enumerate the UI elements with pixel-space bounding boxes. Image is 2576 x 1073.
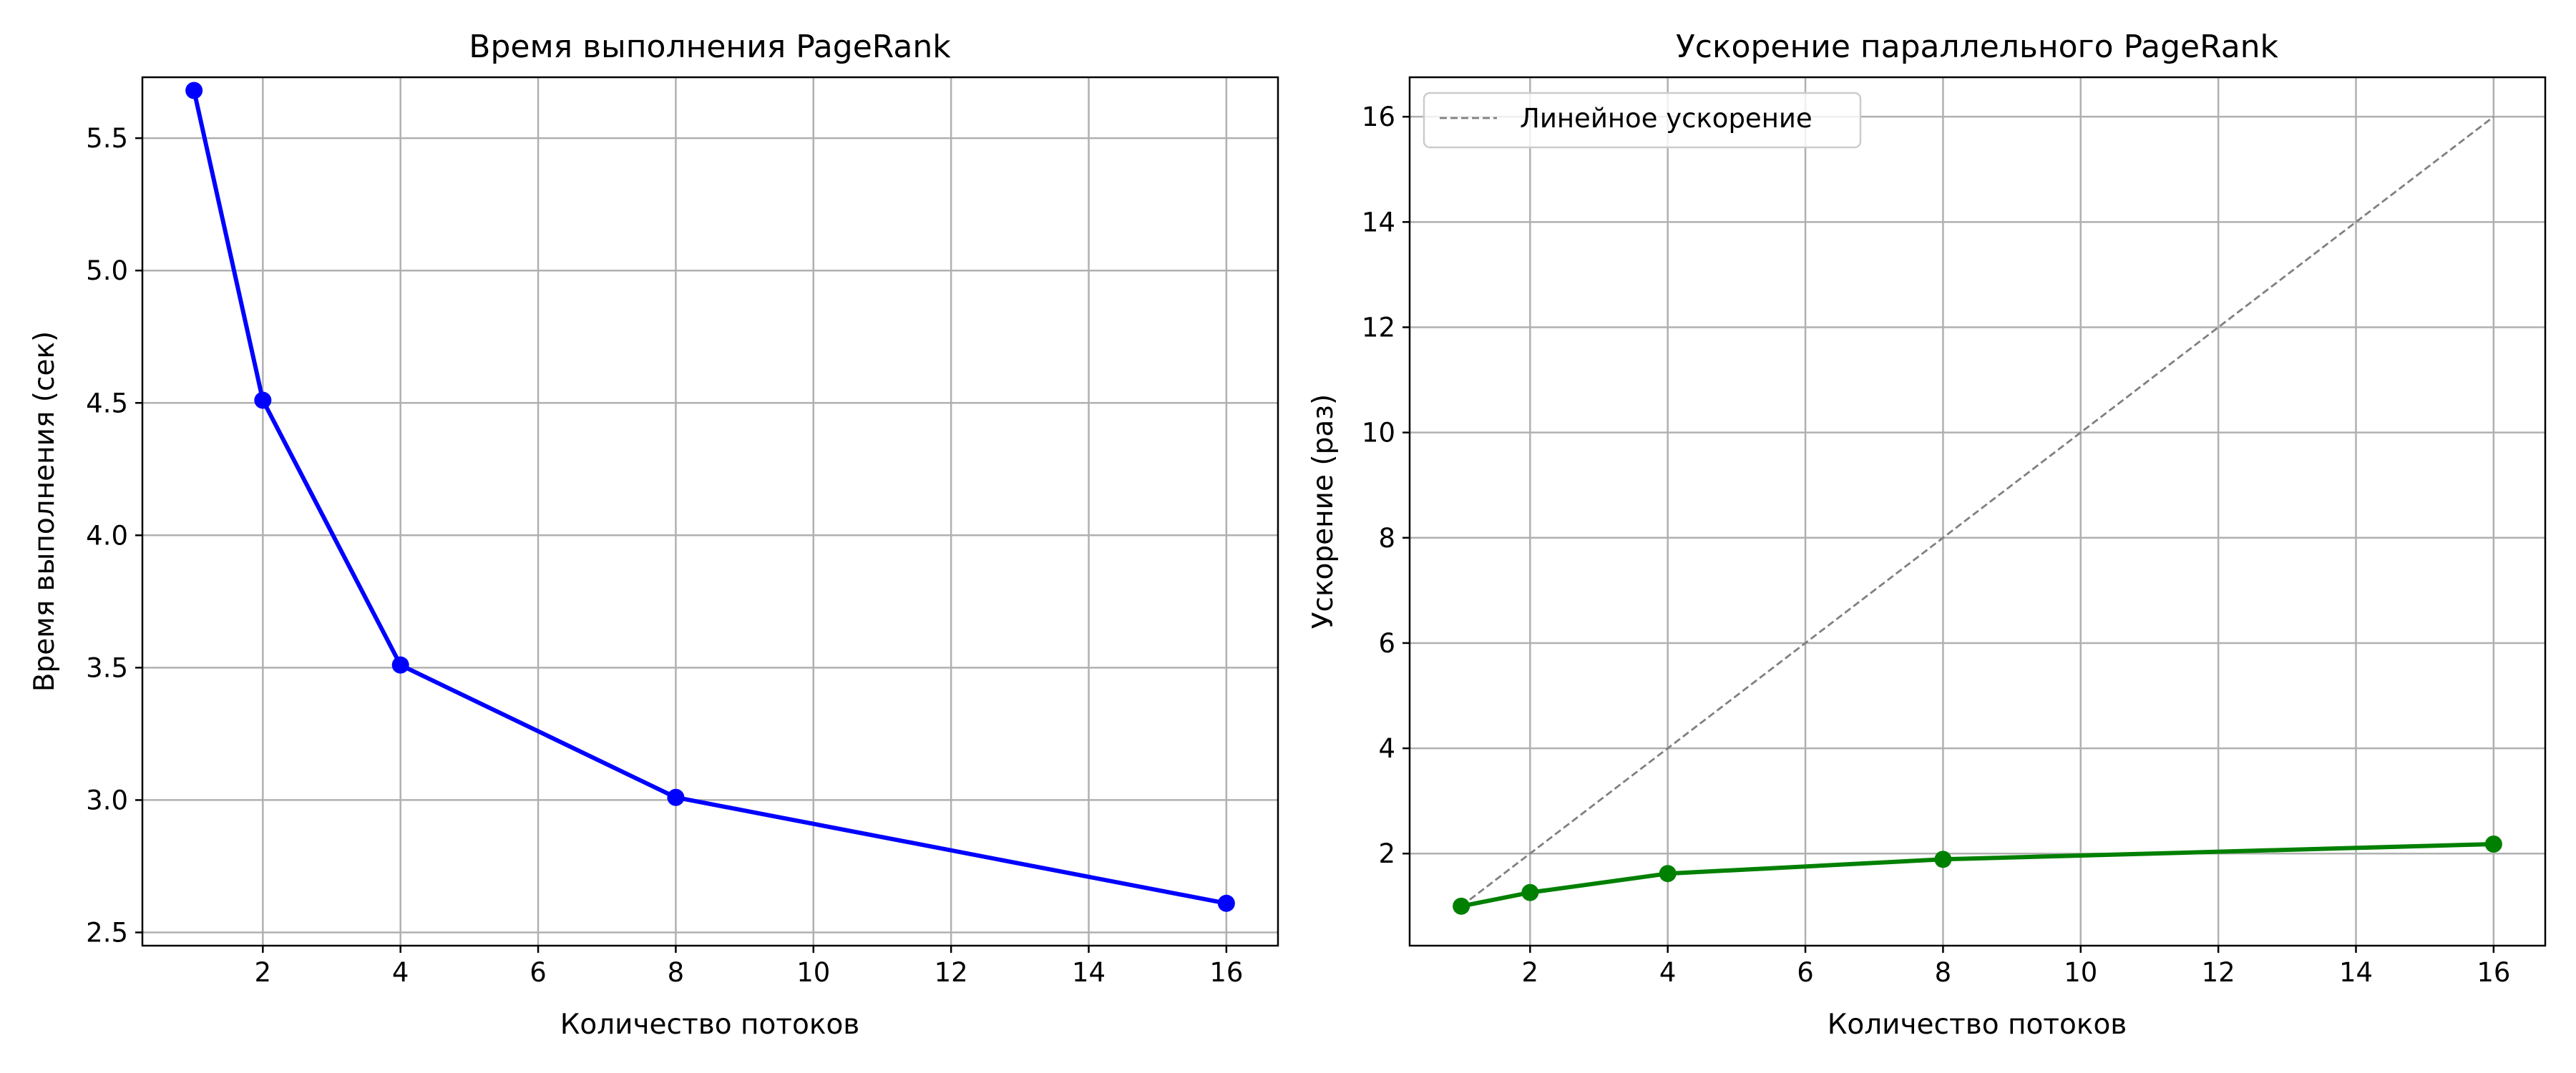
plot-frame bbox=[1408, 76, 2547, 947]
x-tick-label: 12 bbox=[935, 957, 968, 988]
y-tick-label: 3.0 bbox=[86, 785, 128, 815]
y-tick-label: 10 bbox=[1362, 418, 1395, 449]
data-point bbox=[1659, 865, 1677, 883]
y-tick-label: 6 bbox=[1378, 628, 1395, 659]
data-point bbox=[254, 391, 272, 409]
x-tick-label: 6 bbox=[530, 957, 547, 988]
plot-frame bbox=[141, 76, 1279, 947]
x-tick-label: 14 bbox=[2339, 957, 2373, 988]
y-tick-label: 5.5 bbox=[86, 123, 128, 154]
y-tick-label: 2 bbox=[1378, 838, 1395, 869]
y-axis-label: Ускорение (раз) bbox=[1307, 394, 1340, 629]
x-axis-label: Количество потоков bbox=[560, 1009, 860, 1041]
y-tick-label: 8 bbox=[1378, 523, 1395, 554]
y-tick-label: 4.5 bbox=[86, 388, 128, 418]
y-ticks: 2.5 3.0 3.5 4.0 4.5 5.0 5.5 bbox=[86, 123, 142, 948]
speedup-chart: 2 4 6 8 10 12 14 16 2 4 6 8 10 12 14 16 Ускорение пара… bbox=[1307, 29, 2547, 1041]
legend: Линейное ускорение bbox=[1423, 92, 1862, 149]
y-axis-label: Время выполнения (сек) bbox=[29, 331, 61, 692]
x-tick-label: 16 bbox=[2477, 957, 2510, 988]
series-layer bbox=[1453, 116, 2502, 915]
execution-time-chart: 2 4 6 8 10 12 14 16 2.5 3.0 3.5 4.0 4.5 5.0 5.5 Время… bbox=[29, 29, 1279, 1041]
x-tick-label: 16 bbox=[1209, 957, 1243, 988]
chart-title: Ускорение параллельного PageRank bbox=[1676, 29, 2279, 65]
x-tick-label: 10 bbox=[2064, 957, 2097, 988]
data-point bbox=[1453, 897, 1470, 915]
y-tick-label: 12 bbox=[1362, 312, 1395, 343]
x-tick-label: 12 bbox=[2202, 957, 2235, 988]
data-point bbox=[1217, 894, 1235, 912]
data-point bbox=[1521, 883, 1539, 901]
x-tick-label: 14 bbox=[1072, 957, 1106, 988]
x-tick-label: 8 bbox=[1935, 957, 1952, 988]
data-point bbox=[185, 82, 203, 99]
x-tick-label: 8 bbox=[668, 957, 685, 988]
x-ticks: 2 4 6 8 10 12 14 16 bbox=[1522, 946, 2510, 988]
x-axis-label: Количество потоков bbox=[1828, 1009, 2127, 1041]
legend-box bbox=[1423, 92, 1862, 149]
y-ticks: 2 4 6 8 10 12 14 16 bbox=[1362, 102, 1410, 869]
series-layer bbox=[185, 82, 1235, 912]
legend-label-linear: Линейное ускорение bbox=[1520, 103, 1813, 134]
y-tick-label: 5.0 bbox=[86, 255, 128, 286]
reference-line bbox=[1460, 116, 2494, 907]
x-tick-label: 10 bbox=[796, 957, 830, 988]
chart-title: Время выполнения PageRank bbox=[469, 29, 951, 65]
y-tick-label: 4.0 bbox=[86, 520, 128, 551]
data-point bbox=[391, 656, 409, 674]
x-tick-label: 4 bbox=[1659, 957, 1677, 988]
y-tick-label: 3.5 bbox=[86, 652, 128, 683]
data-point bbox=[2484, 835, 2502, 853]
y-tick-label: 4 bbox=[1378, 733, 1395, 764]
data-point bbox=[1934, 851, 1952, 868]
x-tick-label: 6 bbox=[1797, 957, 1814, 988]
x-ticks: 2 4 6 8 10 12 14 16 bbox=[255, 946, 1243, 988]
y-tick-label: 14 bbox=[1362, 207, 1395, 237]
y-tick-label: 2.5 bbox=[86, 917, 128, 948]
x-tick-label: 2 bbox=[255, 957, 272, 988]
y-tick-label: 16 bbox=[1362, 102, 1395, 132]
x-tick-label: 2 bbox=[1522, 957, 1539, 988]
data-point bbox=[667, 788, 685, 806]
x-tick-label: 4 bbox=[392, 957, 409, 988]
